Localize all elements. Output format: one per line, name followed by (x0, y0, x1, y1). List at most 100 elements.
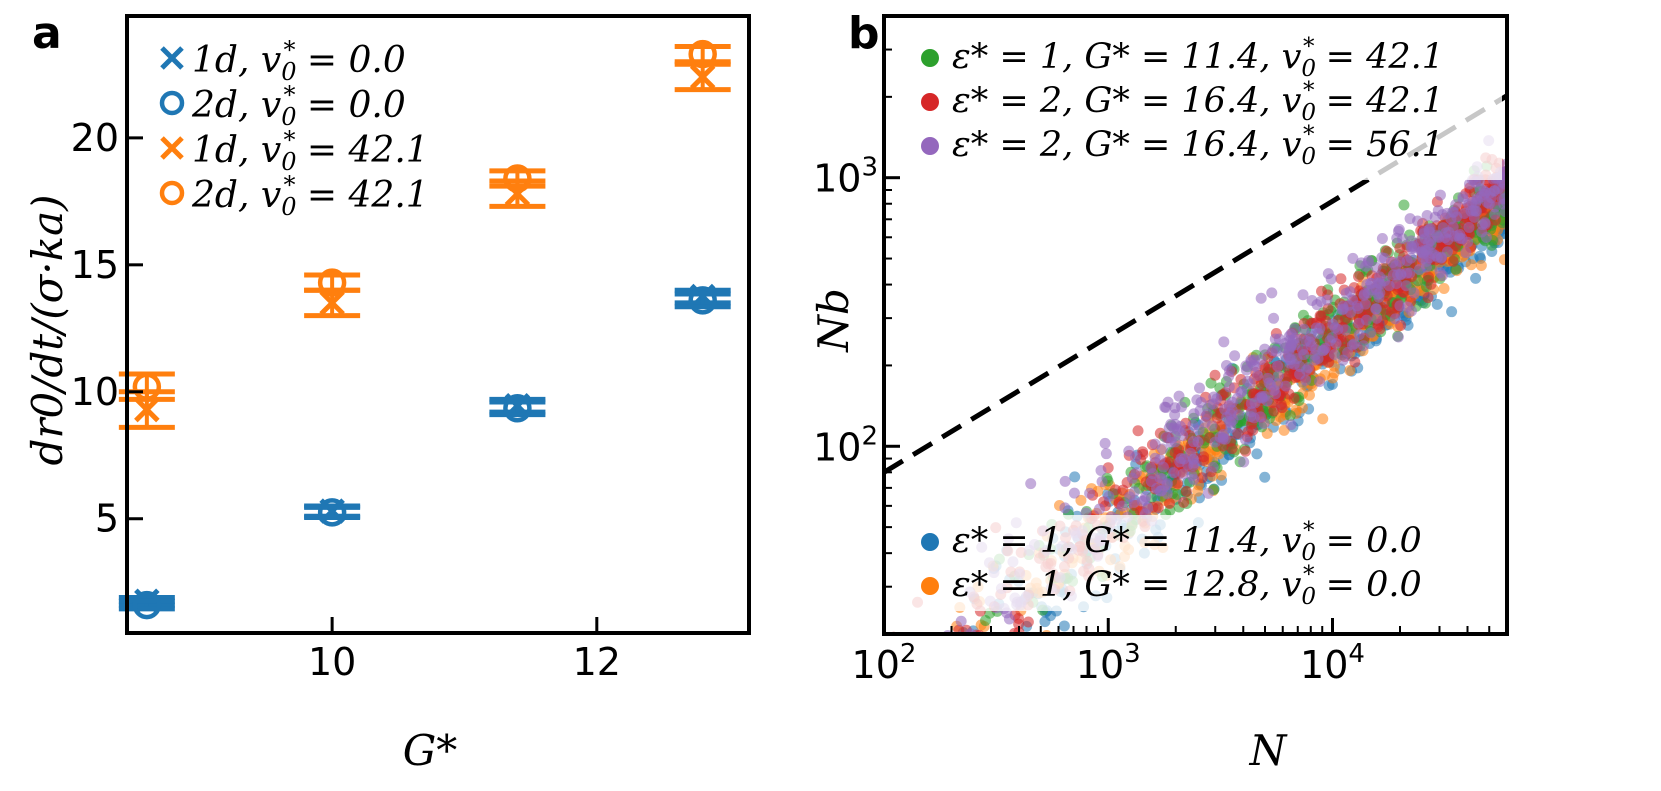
data-point (1171, 488, 1183, 500)
panel-a-ylabel: dr0/dt/(σ·ka) (23, 194, 72, 465)
data-point (1149, 452, 1161, 464)
data-point (1323, 356, 1335, 368)
data-point (1300, 364, 1312, 376)
panel-b-marks (884, 93, 1507, 693)
panel-a-frame (125, 14, 751, 635)
data-point (1340, 287, 1352, 299)
data-point (1297, 289, 1309, 301)
data-point (1229, 350, 1241, 362)
data-point (974, 640, 985, 651)
data-point (1446, 306, 1458, 318)
data-point (1268, 405, 1280, 417)
data-point (938, 668, 949, 679)
data-point (953, 624, 965, 634)
data-point (1498, 178, 1507, 190)
data-point (1180, 485, 1192, 497)
data-point (989, 666, 1000, 677)
tick-label: 102 (852, 639, 917, 687)
x-marker (134, 396, 160, 423)
data-point (937, 672, 948, 683)
data-point (938, 681, 949, 692)
data-point (1059, 502, 1071, 514)
data-point (1378, 252, 1390, 264)
data-point (1443, 226, 1455, 238)
data-point (1202, 487, 1214, 499)
data-point (1132, 425, 1144, 437)
data-point (1379, 275, 1391, 287)
legend-label: 2d, v0* = 42.1 (191, 171, 429, 221)
data-point (1441, 246, 1453, 258)
data-point (1011, 644, 1022, 655)
legend-dot-icon (921, 49, 939, 67)
data-point (1470, 272, 1482, 284)
legend-label: ε* = 1, G* = 11.4, v0* = 0.0 (952, 518, 1422, 566)
data-point (1284, 410, 1296, 422)
data-point (1266, 287, 1278, 299)
data-point (1347, 252, 1359, 264)
data-point (1434, 189, 1446, 201)
data-point (1095, 464, 1107, 476)
panel-b: b 102 103 104 102 103 ε* = 1, G* = 11.4, v0*… (809, 8, 1509, 775)
data-point (1069, 471, 1081, 483)
tick-label: 102 (813, 421, 878, 469)
data-point (1225, 416, 1237, 428)
data-point (949, 651, 960, 662)
data-point (1100, 448, 1112, 460)
data-point (1413, 264, 1425, 276)
data-point (985, 659, 996, 670)
data-point (919, 682, 930, 693)
data-point (1075, 494, 1087, 506)
circle-marker (132, 372, 162, 401)
data-point (1476, 226, 1488, 238)
x-marker (689, 64, 716, 90)
data-point (1059, 475, 1071, 487)
data-point (975, 634, 986, 645)
tick-label: 104 (1300, 639, 1365, 687)
a-o-orange-point-2 (489, 164, 546, 193)
data-point (1445, 213, 1457, 225)
data-point (967, 639, 978, 650)
data-point (1160, 432, 1172, 444)
data-point (959, 663, 970, 674)
data-point (1288, 392, 1300, 404)
data-point (1373, 291, 1385, 303)
legend-dot-icon (921, 533, 939, 551)
data-point (1173, 390, 1185, 402)
data-point (1344, 365, 1356, 377)
data-point (1489, 201, 1501, 213)
data-point (998, 671, 1009, 682)
data-point (1270, 346, 1282, 358)
circle-marker (688, 39, 717, 69)
data-point (1258, 418, 1270, 430)
data-point (1259, 471, 1271, 483)
data-point (977, 665, 988, 676)
data-point (1305, 330, 1317, 342)
data-point (976, 644, 987, 655)
data-point (1223, 370, 1235, 382)
data-point (955, 615, 967, 627)
data-point (1173, 425, 1185, 437)
data-point (998, 639, 1009, 650)
data-point (1431, 298, 1443, 310)
data-point (1013, 642, 1024, 653)
data-point (1176, 401, 1188, 413)
data-point (1425, 278, 1437, 290)
legend-entry-0: 1d, v0* = 0.0 (160, 36, 406, 86)
data-point (1249, 360, 1261, 372)
data-point (1247, 424, 1259, 436)
data-point (1370, 303, 1382, 315)
data-point (1201, 408, 1213, 420)
data-point (1285, 354, 1297, 366)
data-point (1123, 445, 1135, 457)
data-point (1392, 331, 1404, 343)
y-tick-label: 20 (71, 116, 119, 160)
data-point (1366, 284, 1378, 296)
data-point (1371, 312, 1383, 324)
y-tick-label: 5 (95, 497, 119, 541)
data-point (1218, 336, 1230, 348)
panel-b-ylabel-text: Nb (809, 288, 858, 353)
data-point (1161, 479, 1173, 491)
data-point (1272, 360, 1284, 372)
data-point (1245, 398, 1257, 410)
